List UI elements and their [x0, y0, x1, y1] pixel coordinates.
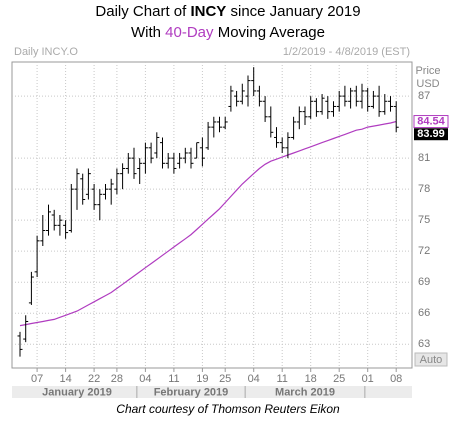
y-tick-label: 66 [418, 307, 430, 319]
x-tick-label: 04 [248, 373, 260, 385]
chart-title: Daily Chart of INCY since January 2019 [95, 3, 360, 20]
chart-subtitle: With 40-Day Moving Average [131, 24, 325, 41]
instrument: Daily INCY.O [14, 46, 78, 58]
x-tick-label: 11 [168, 373, 179, 385]
y-tick-label: 63 [418, 338, 430, 350]
axis-label: USD [416, 78, 439, 90]
month-band [12, 386, 412, 398]
x-tick-label: 25 [219, 373, 231, 385]
date-range: 1/2/2019 - 4/8/2019 (EST) [283, 46, 410, 58]
x-tick-label: 01 [362, 373, 374, 385]
scale-button[interactable] [414, 352, 448, 367]
moving-average-line [19, 120, 397, 327]
y-tick-label: 78 [418, 183, 430, 195]
subtitle-part: With [131, 24, 165, 41]
x-tick-label: 08 [390, 373, 402, 385]
scale-mode[interactable]: Auto [420, 354, 443, 366]
subtitle-part: 40-Day [165, 24, 214, 41]
y-tick-label: 72 [418, 245, 430, 257]
y-tick-label: 69 [418, 276, 430, 288]
x-tick-label: 07 [31, 373, 43, 385]
plot-frame [11, 61, 413, 369]
last-value-label: 83.99 [417, 128, 445, 140]
month-label: March 2019 [275, 386, 335, 398]
title-part: INCY [190, 3, 226, 20]
x-tick-label: 25 [333, 373, 345, 385]
x-tick-label: 28 [111, 373, 123, 385]
y-tick-label: 81 [418, 152, 430, 164]
month-label: January 2019 [42, 386, 112, 398]
x-tick-label: 11 [276, 373, 287, 385]
subtitle-part: Moving Average [214, 24, 325, 41]
month-label: February 2019 [154, 386, 229, 398]
x-tick-label: 14 [59, 373, 71, 385]
x-tick-label: 04 [139, 373, 151, 385]
last-value-label: 84.54 [417, 115, 445, 127]
axis-label: Price [415, 65, 440, 77]
title-part: Daily Chart of [95, 3, 190, 20]
x-tick-label: 19 [196, 373, 208, 385]
last-value-tag [413, 115, 449, 129]
x-tick-label: 22 [88, 373, 100, 385]
source-note: Chart courtesy of Thomson Reuters Eikon [116, 402, 340, 416]
title-part: since January 2019 [226, 3, 360, 20]
last-value-tag [414, 128, 448, 141]
y-tick-label: 87 [418, 90, 430, 102]
y-tick-label: 75 [418, 214, 430, 226]
x-tick-label: 18 [305, 373, 317, 385]
